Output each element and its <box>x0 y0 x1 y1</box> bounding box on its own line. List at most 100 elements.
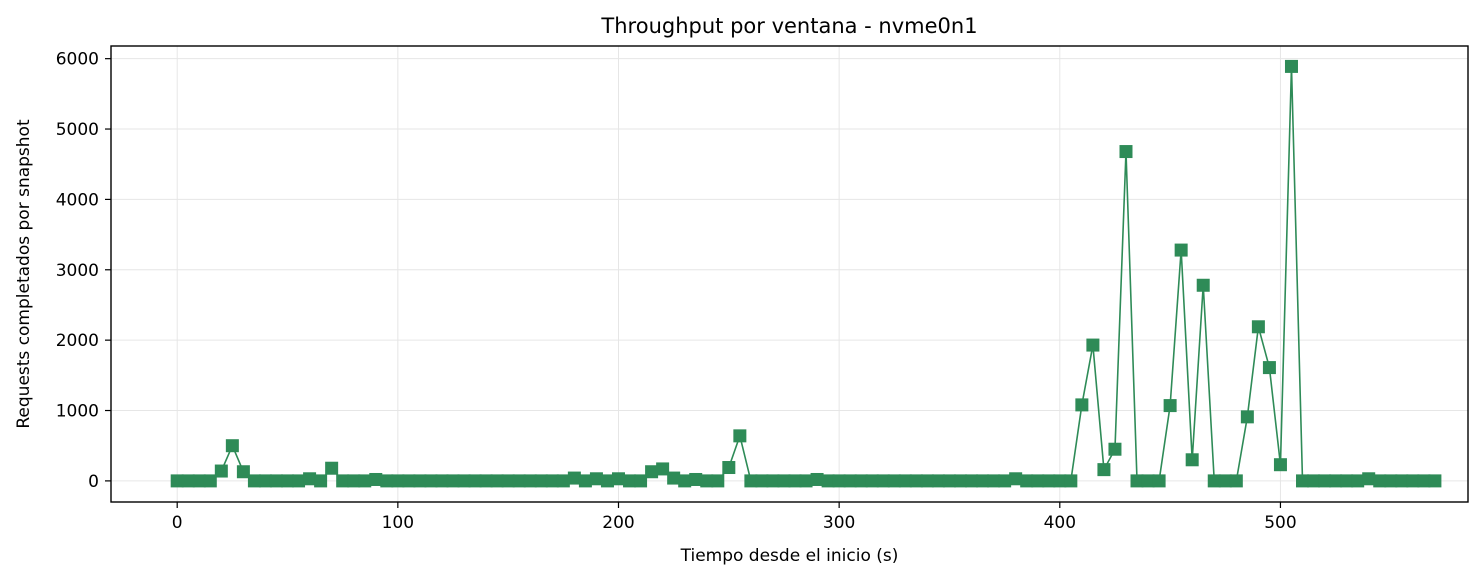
data-point-marker <box>733 429 747 443</box>
data-point-marker <box>1152 474 1166 488</box>
data-point-marker <box>600 474 614 488</box>
data-point-marker <box>854 474 868 488</box>
data-point-marker <box>1406 474 1420 488</box>
data-point-marker <box>1141 474 1155 488</box>
data-point-marker <box>931 474 945 488</box>
x-tick-label: 400 <box>1044 513 1076 533</box>
data-point-marker <box>976 474 990 488</box>
chart-title: Throughput por ventana - nvme0n1 <box>600 14 977 38</box>
data-point-marker <box>1097 463 1111 477</box>
data-point-marker <box>258 474 272 488</box>
data-point-marker <box>920 474 934 488</box>
data-point-marker <box>402 474 416 488</box>
data-point-marker <box>225 439 239 453</box>
data-point-marker <box>281 474 295 488</box>
data-point-marker <box>192 474 206 488</box>
data-point-marker <box>755 474 769 488</box>
data-point-marker <box>1251 320 1265 334</box>
data-point-marker <box>1362 472 1376 486</box>
data-point-marker <box>689 472 703 486</box>
data-point-marker <box>987 474 1001 488</box>
data-point-marker <box>457 474 471 488</box>
data-point-marker <box>534 474 548 488</box>
data-point-marker <box>347 474 361 488</box>
data-point-marker <box>435 474 449 488</box>
data-point-marker <box>578 474 592 488</box>
data-point-marker <box>700 474 714 488</box>
data-point-marker <box>336 474 350 488</box>
data-point-marker <box>1373 474 1387 488</box>
data-point-marker <box>1031 474 1045 488</box>
data-point-marker <box>722 461 736 475</box>
y-tick-label: 2000 <box>56 331 99 351</box>
data-point-marker <box>1229 474 1243 488</box>
x-tick-label: 300 <box>823 513 855 533</box>
data-point-marker <box>468 474 482 488</box>
data-point-marker <box>810 472 824 486</box>
data-point-marker <box>325 461 339 475</box>
data-point-marker <box>303 472 317 486</box>
data-point-marker <box>623 474 637 488</box>
data-point-marker <box>1329 474 1343 488</box>
data-point-marker <box>170 474 184 488</box>
data-point-marker <box>1240 410 1254 424</box>
data-point-marker <box>358 474 372 488</box>
data-point-marker <box>942 474 956 488</box>
x-tick-label: 0 <box>172 513 183 533</box>
data-point-marker <box>1384 474 1398 488</box>
data-point-marker <box>1053 474 1067 488</box>
data-point-marker <box>788 474 802 488</box>
data-point-marker <box>1119 145 1133 159</box>
data-point-marker <box>556 474 570 488</box>
data-point-marker <box>656 462 670 476</box>
data-point-marker <box>1042 474 1056 488</box>
y-tick-label: 1000 <box>56 402 99 422</box>
data-point-marker <box>181 474 195 488</box>
data-point-marker <box>369 472 383 486</box>
data-point-marker <box>611 472 625 486</box>
data-point-marker <box>1340 474 1354 488</box>
data-point-marker <box>1395 474 1409 488</box>
x-axis-ticks: 0 100 200 300 400 500 <box>172 502 1297 533</box>
data-point-marker <box>1064 474 1078 488</box>
x-tick-label: 100 <box>382 513 414 533</box>
data-point-marker <box>667 471 681 485</box>
data-point-marker <box>766 474 780 488</box>
data-point-marker <box>1163 399 1177 413</box>
data-point-marker <box>269 474 283 488</box>
data-point-marker <box>1262 361 1276 375</box>
data-point-marker <box>1020 474 1034 488</box>
data-point-marker <box>1417 474 1431 488</box>
data-point-marker <box>832 474 846 488</box>
data-point-marker <box>711 474 725 488</box>
data-point-marker <box>1273 458 1287 472</box>
data-point-marker <box>292 474 306 488</box>
data-point-marker <box>645 465 659 479</box>
data-point-marker <box>1174 243 1188 257</box>
data-point-marker <box>1196 278 1210 292</box>
data-point-marker <box>214 464 228 478</box>
data-point-marker <box>887 474 901 488</box>
data-point-marker <box>954 474 968 488</box>
data-point-marker <box>589 472 603 486</box>
data-point-marker <box>898 474 912 488</box>
data-point-marker <box>821 474 835 488</box>
data-point-marker <box>1108 442 1122 456</box>
y-axis-label: Requests completados por snapshot <box>14 119 34 429</box>
data-point-marker <box>1218 474 1232 488</box>
data-point-marker <box>865 474 879 488</box>
data-point-marker <box>843 474 857 488</box>
data-point-marker <box>909 474 923 488</box>
data-point-marker <box>391 474 405 488</box>
data-point-marker <box>413 474 427 488</box>
data-point-marker <box>523 474 537 488</box>
data-point-marker <box>1428 474 1442 488</box>
data-point-marker <box>567 471 581 485</box>
y-tick-label: 5000 <box>56 120 99 140</box>
data-point-marker <box>1086 338 1100 352</box>
y-axis-ticks: 0 1000 2000 3000 4000 5000 6000 <box>56 50 111 492</box>
data-point-marker <box>512 474 526 488</box>
data-point-marker <box>490 474 504 488</box>
data-point-marker <box>678 474 692 488</box>
